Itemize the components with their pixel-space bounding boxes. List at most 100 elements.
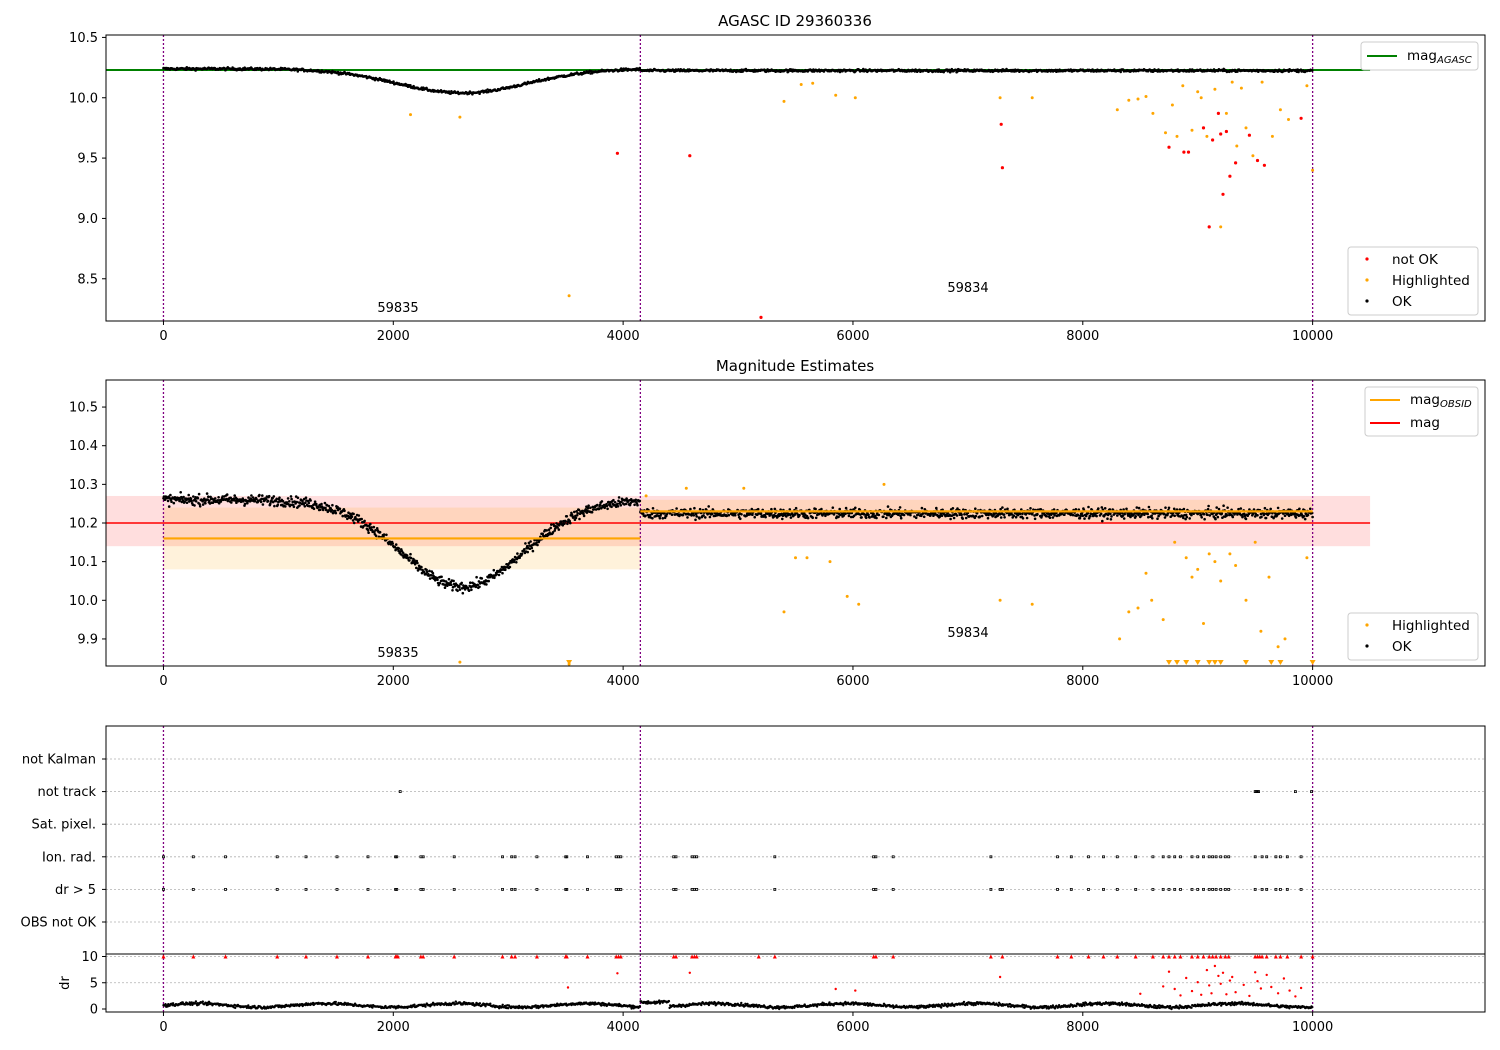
dr-ok-point bbox=[638, 1005, 642, 1008]
ok-point-est bbox=[564, 520, 567, 523]
highlighted-point-est bbox=[1184, 556, 1188, 560]
flag-marker bbox=[1207, 855, 1211, 859]
flag-marker bbox=[1207, 888, 1211, 891]
ok-point-est bbox=[781, 517, 784, 521]
ok-point-est bbox=[619, 504, 623, 507]
ok-point-est bbox=[549, 526, 552, 530]
below-range-marker bbox=[1217, 660, 1224, 665]
dr-ok-point bbox=[915, 1004, 919, 1008]
ok-point-est bbox=[1122, 517, 1126, 520]
highlighted-point bbox=[1270, 134, 1274, 138]
ok-point-est bbox=[949, 517, 952, 521]
ok-point-est bbox=[1137, 506, 1141, 510]
ok-point-est bbox=[413, 559, 416, 562]
ok-point-est bbox=[794, 506, 798, 510]
ok-point-est bbox=[1199, 513, 1203, 517]
ok-point-est bbox=[629, 501, 632, 505]
ok-point-est bbox=[1188, 517, 1191, 520]
flag-marker bbox=[535, 855, 539, 859]
ok-point-est bbox=[378, 530, 382, 534]
highlighted-point bbox=[1239, 86, 1243, 90]
legend-label-highlighted: Highlighted bbox=[1392, 273, 1470, 289]
est-ytick-label: 9.9 bbox=[77, 632, 98, 647]
not-ok-point bbox=[615, 151, 620, 155]
ok-point-est bbox=[401, 551, 405, 555]
ok-point-est bbox=[217, 496, 220, 499]
flag-category-label: Sat. pixel. bbox=[32, 818, 96, 833]
flag-marker bbox=[1211, 855, 1214, 859]
ok-point-est bbox=[487, 579, 491, 583]
ok-point-est bbox=[179, 491, 182, 494]
legend-swatch-ok bbox=[1365, 299, 1369, 303]
ok-point-est bbox=[213, 497, 217, 500]
ok-point-est bbox=[258, 493, 261, 497]
ok-point-est bbox=[740, 513, 743, 516]
ok-point-est bbox=[707, 505, 710, 508]
ok-point-est bbox=[360, 517, 364, 521]
ok-point-est bbox=[864, 516, 868, 520]
ok-point-est bbox=[847, 514, 851, 518]
ok-point-est bbox=[415, 559, 419, 563]
ok-point-est bbox=[166, 499, 170, 503]
dr-ok-point bbox=[815, 1005, 819, 1008]
ok-point-est bbox=[1151, 517, 1154, 520]
est-tick-label: 4000 bbox=[607, 674, 640, 689]
ok-point-est bbox=[575, 514, 579, 517]
ok-point bbox=[619, 67, 623, 70]
ok-point-est bbox=[196, 496, 200, 500]
ok-point-est bbox=[999, 516, 1003, 519]
ok-point-est bbox=[955, 514, 959, 517]
highlighted-point-est bbox=[1207, 552, 1211, 556]
ok-point-est bbox=[352, 512, 355, 516]
ok-point-est bbox=[1220, 512, 1224, 515]
ok-point-est bbox=[806, 516, 810, 520]
ok-point-est bbox=[935, 506, 938, 510]
ok-point bbox=[447, 90, 451, 93]
ok-point-est bbox=[636, 503, 639, 507]
flag-marker bbox=[1214, 888, 1218, 891]
highlighted-point bbox=[1127, 98, 1131, 102]
highlighted-point-est bbox=[882, 482, 886, 486]
ok-point-est bbox=[529, 540, 532, 543]
ok-point-est bbox=[330, 508, 334, 512]
ok-point-est bbox=[698, 507, 702, 511]
ok-point-est bbox=[681, 513, 685, 517]
ok-point-est bbox=[397, 547, 401, 550]
ok-point-est bbox=[551, 531, 555, 534]
highlighted-point bbox=[1144, 95, 1148, 98]
ok-point-est bbox=[1282, 512, 1285, 515]
est-ytick-label: 10.5 bbox=[69, 401, 98, 416]
highlighted-point-est bbox=[684, 486, 688, 490]
ok-point-est bbox=[733, 513, 737, 517]
flag-marker bbox=[1167, 888, 1171, 891]
ok-point-est bbox=[1207, 504, 1210, 508]
ok-point-est bbox=[1048, 516, 1052, 519]
highlighted-point bbox=[567, 294, 571, 298]
flag-marker bbox=[1196, 888, 1200, 891]
legend-points-agasc: not OK Highlighted OK bbox=[1347, 246, 1479, 316]
highlighted-point-est bbox=[857, 602, 861, 606]
flag-marker bbox=[619, 855, 623, 859]
flag-marker bbox=[1211, 888, 1214, 891]
ok-point-est bbox=[951, 507, 955, 510]
ok-point-est bbox=[899, 516, 903, 520]
highlighted-point-est bbox=[1305, 556, 1309, 560]
ok-point-est bbox=[536, 543, 539, 547]
ok-point-est bbox=[183, 500, 186, 503]
ok-point-est bbox=[961, 517, 964, 520]
ok-point-est bbox=[1003, 516, 1006, 519]
ok-point-est bbox=[1045, 514, 1048, 518]
ok-point-est bbox=[443, 586, 447, 589]
ok-point-est bbox=[663, 512, 666, 515]
ok-point-est bbox=[1269, 507, 1272, 511]
ok-point-est bbox=[1146, 512, 1149, 516]
ok-point-est bbox=[582, 514, 586, 518]
ok-point-est bbox=[550, 523, 553, 526]
ok-point-est bbox=[409, 552, 412, 556]
ok-point-est bbox=[1110, 515, 1113, 518]
highlighted-point bbox=[1164, 131, 1167, 135]
ok-point-est bbox=[1074, 508, 1078, 511]
not-ok-point bbox=[1247, 133, 1251, 137]
ok-point-est bbox=[453, 585, 457, 588]
agasc-tick-label: 0 bbox=[159, 329, 167, 344]
